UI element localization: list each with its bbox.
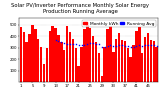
Bar bbox=[49, 31, 51, 82]
Bar bbox=[46, 48, 48, 82]
Bar bbox=[54, 28, 57, 82]
Bar bbox=[121, 40, 123, 82]
Bar bbox=[135, 31, 138, 82]
Bar bbox=[109, 26, 112, 82]
Bar bbox=[66, 26, 68, 82]
Bar bbox=[43, 64, 45, 82]
Bar bbox=[104, 47, 106, 82]
Bar bbox=[98, 53, 100, 82]
Bar bbox=[147, 33, 149, 82]
Bar bbox=[155, 47, 158, 82]
Bar bbox=[141, 53, 144, 82]
Bar bbox=[138, 27, 141, 82]
Bar bbox=[83, 29, 86, 82]
Bar bbox=[75, 48, 77, 82]
Bar bbox=[34, 29, 37, 82]
Bar bbox=[40, 47, 42, 82]
Bar bbox=[127, 48, 129, 82]
Bar bbox=[80, 47, 83, 82]
Bar bbox=[101, 76, 103, 82]
Bar bbox=[20, 27, 22, 82]
Bar bbox=[23, 32, 25, 82]
Text: Solar PV/Inverter Performance Monthly Solar Energy Production Running Average: Solar PV/Inverter Performance Monthly So… bbox=[11, 3, 149, 14]
Bar bbox=[92, 36, 94, 82]
Bar bbox=[28, 34, 31, 82]
Bar bbox=[86, 25, 89, 82]
Bar bbox=[144, 37, 146, 82]
Bar bbox=[60, 42, 63, 82]
Bar bbox=[37, 39, 40, 82]
Bar bbox=[69, 32, 71, 82]
Bar bbox=[63, 50, 65, 82]
Bar bbox=[89, 28, 92, 82]
Bar bbox=[57, 35, 60, 82]
Bar bbox=[132, 45, 135, 82]
Bar bbox=[31, 25, 34, 82]
Bar bbox=[95, 42, 97, 82]
Bar bbox=[150, 40, 152, 82]
Bar bbox=[77, 66, 80, 82]
Bar bbox=[118, 33, 120, 82]
Bar bbox=[124, 41, 126, 82]
Legend: Monthly kWh, Running Avg: Monthly kWh, Running Avg bbox=[82, 20, 156, 27]
Bar bbox=[25, 42, 28, 82]
Bar bbox=[152, 41, 155, 82]
Bar bbox=[52, 26, 54, 82]
Bar bbox=[129, 57, 132, 82]
Bar bbox=[112, 52, 115, 82]
Bar bbox=[106, 29, 109, 82]
Bar bbox=[115, 39, 117, 82]
Bar bbox=[72, 39, 74, 82]
